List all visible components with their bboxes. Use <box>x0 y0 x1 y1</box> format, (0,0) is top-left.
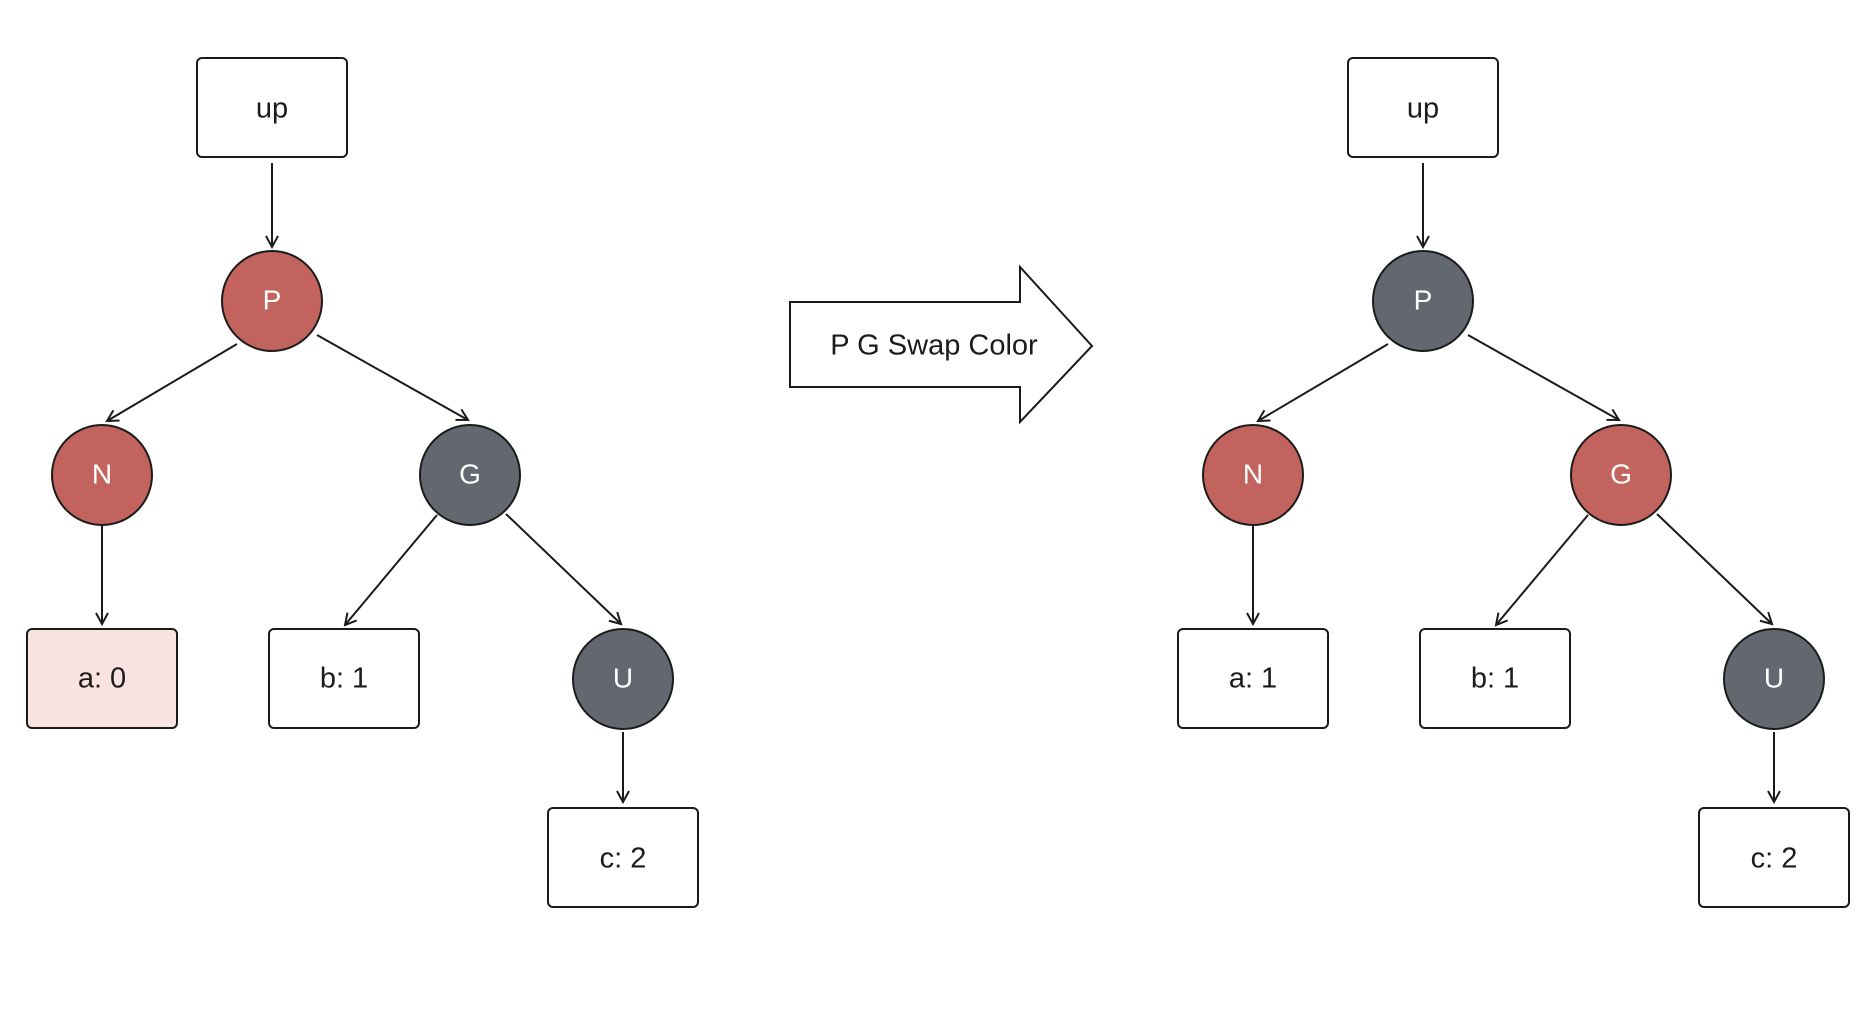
before-leaf-b-label: b: 1 <box>320 663 368 695</box>
before-edges <box>102 163 623 802</box>
before-leaf-a-label: a: 0 <box>78 663 126 695</box>
before-leaf-a <box>26 628 178 729</box>
after-tree: up P N G U a: 1 b: 1 c: 2 <box>1177 57 1850 908</box>
edge-p-to-n <box>107 343 238 421</box>
after-up-label: up <box>1407 93 1439 125</box>
after-leaf-a <box>1177 628 1329 729</box>
before-tree: up P N G U a: 0 b: 1 c: 2 <box>26 57 699 908</box>
edge-g-to-u-after <box>1656 513 1772 624</box>
edge-p-to-n-after <box>1258 343 1389 421</box>
after-node-u <box>1723 628 1825 730</box>
edge-g-to-u <box>505 513 621 624</box>
transition-label: P G Swap Color <box>830 330 1038 362</box>
edge-p-to-g-after <box>1467 334 1619 420</box>
before-node-g <box>419 424 521 526</box>
before-node-u-label: U <box>613 662 633 693</box>
edge-g-to-b-after <box>1496 514 1589 625</box>
after-leaf-b <box>1419 628 1571 729</box>
before-node-p-label: P <box>263 284 282 315</box>
before-leaf-c <box>547 807 699 908</box>
before-leaf-c-label: c: 2 <box>600 843 647 875</box>
after-leaf-c <box>1698 807 1850 908</box>
before-node-g-label: G <box>459 458 481 489</box>
before-node-n <box>51 424 153 526</box>
before-up-label: up <box>256 93 288 125</box>
before-up-box <box>196 57 348 158</box>
edge-p-to-g <box>316 334 468 420</box>
after-edges <box>1253 163 1774 802</box>
after-node-u-label: U <box>1764 662 1784 693</box>
after-node-p-label: P <box>1414 284 1433 315</box>
after-node-p <box>1372 250 1474 352</box>
after-node-g-label: G <box>1610 458 1632 489</box>
after-leaf-a-label: a: 1 <box>1229 663 1277 695</box>
before-node-u <box>572 628 674 730</box>
before-node-n-label: N <box>92 458 112 489</box>
after-node-n <box>1202 424 1304 526</box>
after-node-n-label: N <box>1243 458 1263 489</box>
after-leaf-b-label: b: 1 <box>1471 663 1519 695</box>
after-leaf-c-label: c: 2 <box>1751 843 1798 875</box>
transition-arrow: P G Swap Color <box>789 264 1094 425</box>
after-up-box <box>1347 57 1499 158</box>
transition-arrow-shape <box>789 264 1094 425</box>
edge-g-to-b <box>345 514 438 625</box>
before-node-p <box>221 250 323 352</box>
after-node-g <box>1570 424 1672 526</box>
before-leaf-b <box>268 628 420 729</box>
